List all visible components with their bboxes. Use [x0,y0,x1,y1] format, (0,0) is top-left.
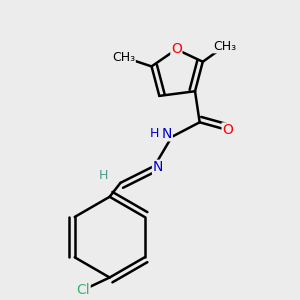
Text: Cl: Cl [76,283,90,297]
Text: CH₃: CH₃ [213,40,236,53]
Text: H: H [99,169,108,182]
Text: N: N [153,160,163,174]
Text: O: O [171,42,182,56]
Text: H: H [150,127,159,140]
Text: O: O [222,123,233,137]
Text: N: N [162,127,172,141]
Text: CH₃: CH₃ [112,51,135,64]
